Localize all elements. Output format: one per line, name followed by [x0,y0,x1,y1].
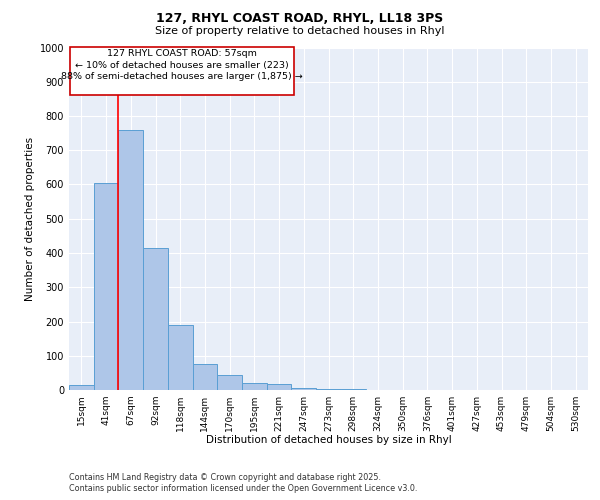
Bar [217,374,242,390]
Text: Size of property relative to detached houses in Rhyl: Size of property relative to detached ho… [155,26,445,36]
Bar [193,364,217,390]
Y-axis label: Number of detached properties: Number of detached properties [25,136,35,301]
Bar [292,388,316,390]
Bar [118,130,143,390]
Text: Contains HM Land Registry data © Crown copyright and database right 2025.: Contains HM Land Registry data © Crown c… [69,472,381,482]
Bar [267,384,292,390]
Bar [242,383,267,390]
Bar [168,325,193,390]
X-axis label: Distribution of detached houses by size in Rhyl: Distribution of detached houses by size … [206,436,451,446]
Text: 88% of semi-detached houses are larger (1,875) →: 88% of semi-detached houses are larger (… [61,72,303,81]
Bar [143,248,168,390]
Text: 127, RHYL COAST ROAD, RHYL, LL18 3PS: 127, RHYL COAST ROAD, RHYL, LL18 3PS [157,12,443,26]
Bar [69,385,94,390]
Text: 127 RHYL COAST ROAD: 57sqm: 127 RHYL COAST ROAD: 57sqm [107,49,257,58]
Bar [70,48,294,95]
Bar [316,389,341,390]
Text: Contains public sector information licensed under the Open Government Licence v3: Contains public sector information licen… [69,484,418,493]
Text: ← 10% of detached houses are smaller (223): ← 10% of detached houses are smaller (22… [75,60,289,70]
Bar [94,183,118,390]
